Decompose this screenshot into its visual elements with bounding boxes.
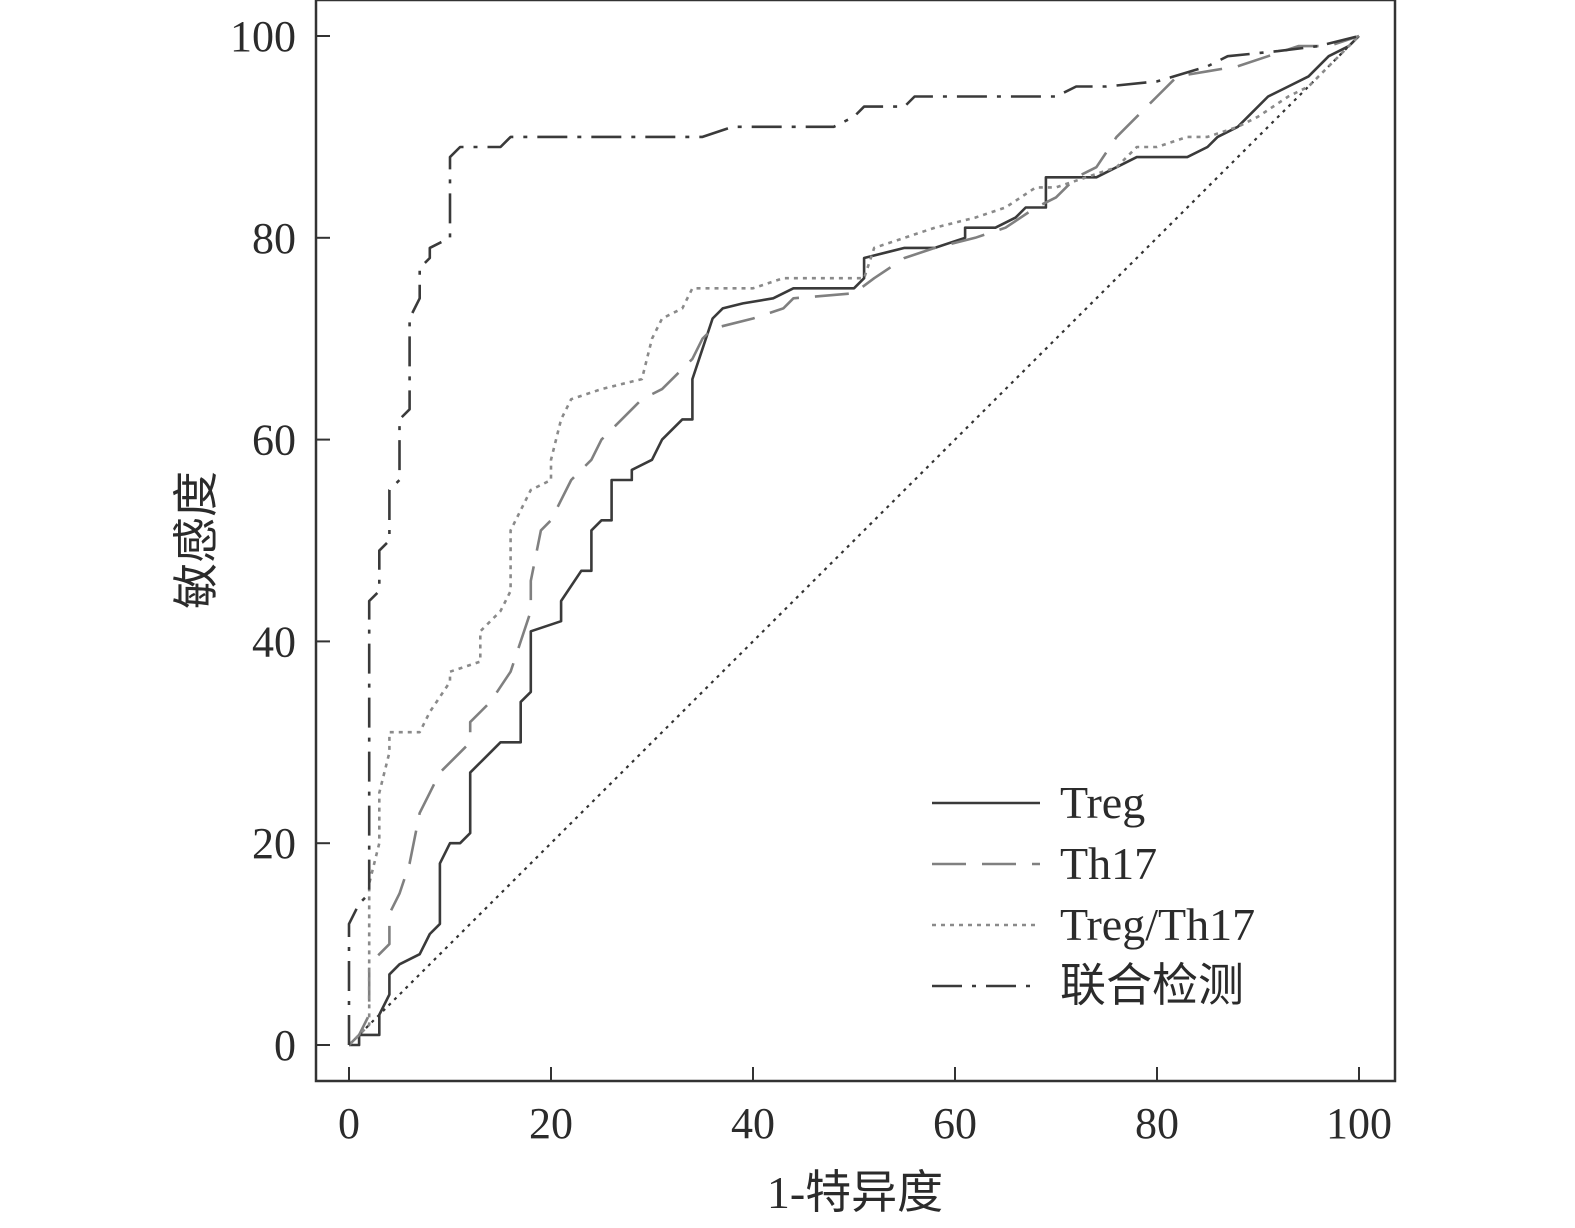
y-axis-ticks: 0 20 40 60 80 100 [230,12,330,1070]
y-tick-label: 100 [230,12,296,61]
plot-frame [314,0,1397,1083]
x-tick-label: 60 [933,1099,977,1148]
legend-label: 联合检测 [1060,960,1244,1011]
reference-diagonal [348,35,1360,1046]
legend-label: Treg/Th17 [1060,899,1255,950]
series-line-1 [348,34,1360,1046]
series-line-3 [347,34,1360,1045]
legend-label: Treg [1060,777,1145,828]
x-axis-ticks: 0 20 40 60 80 100 [338,1067,1392,1148]
x-tick-label: 100 [1326,1099,1392,1148]
y-tick-label: 0 [274,1021,296,1070]
legend: Treg Th17 Treg/Th17 联合检测 [932,777,1255,1011]
series-line-0 [349,35,1360,1047]
series-layer [347,34,1360,1047]
y-axis-label: 敏感度 [171,471,222,609]
x-tick-label: 0 [338,1099,360,1148]
y-tick-label: 40 [252,617,296,666]
legend-label: Th17 [1060,838,1157,889]
y-tick-label: 20 [252,819,296,868]
y-tick-label: 80 [252,214,296,263]
x-axis-label: 1-特异度 [767,1167,943,1218]
x-tick-label: 20 [529,1099,573,1148]
y-tick-label: 60 [252,416,296,465]
series-line-2 [348,35,1360,1046]
x-tick-label: 80 [1135,1099,1179,1148]
x-tick-label: 40 [731,1099,775,1148]
